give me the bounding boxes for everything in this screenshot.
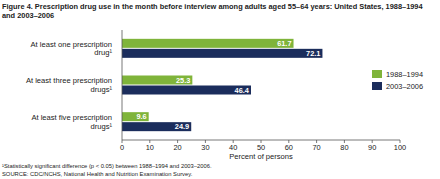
data-labels: 61.7 72.1 25.3 46.4 9.6 24.9 bbox=[136, 39, 320, 131]
tick-label: 0 bbox=[120, 143, 124, 152]
tick-label: 90 bbox=[368, 143, 376, 152]
bars bbox=[122, 39, 322, 131]
legend-label: 1988–1994 bbox=[386, 70, 423, 79]
bar bbox=[122, 49, 322, 58]
axis-line bbox=[122, 30, 123, 140]
data-label: 61.7 bbox=[277, 39, 291, 48]
legend-label: 2003–2006 bbox=[386, 82, 423, 91]
x-axis: 0 10 20 30 40 50 60 70 80 90 100 bbox=[120, 30, 406, 152]
legend-swatch bbox=[372, 82, 382, 90]
axis-label: Percent of persons bbox=[229, 152, 293, 161]
tick-label: 80 bbox=[340, 143, 348, 152]
data-label: 72.1 bbox=[306, 49, 320, 58]
category-label: At least five prescriptiondrugs¹ bbox=[31, 113, 112, 131]
bar bbox=[122, 39, 294, 48]
tick-label: 30 bbox=[201, 143, 209, 152]
bar bbox=[122, 86, 251, 95]
category-label: At least one prescriptiondrug¹ bbox=[31, 40, 113, 58]
data-label: 9.6 bbox=[136, 112, 146, 121]
title: Figure 4. Prescription drug use in the m… bbox=[2, 2, 423, 20]
tick-label: 100 bbox=[394, 143, 406, 152]
bar bbox=[122, 112, 149, 121]
tick-label: 60 bbox=[285, 143, 293, 152]
chart: Figure 4. Prescription drug use in the m… bbox=[0, 0, 440, 179]
tick-label: 50 bbox=[257, 143, 265, 152]
footnote: ¹Statistically significant difference (p… bbox=[2, 163, 212, 169]
data-label: 25.3 bbox=[176, 76, 190, 85]
tick-label: 10 bbox=[146, 143, 154, 152]
tick-label: 40 bbox=[229, 143, 237, 152]
tick-label: 20 bbox=[173, 143, 181, 152]
tick-label: 70 bbox=[312, 143, 320, 152]
category-label: At least three prescriptiondrugs¹ bbox=[26, 76, 113, 94]
legend: 1988–1994 2003–2006 bbox=[372, 70, 423, 91]
data-label: 24.9 bbox=[175, 122, 189, 131]
data-label: 46.4 bbox=[235, 86, 250, 95]
legend-swatch bbox=[372, 70, 382, 78]
bar bbox=[122, 76, 192, 85]
footnote: SOURCE: CDC/NCHS, National Health and Nu… bbox=[2, 171, 193, 177]
bar bbox=[122, 122, 191, 131]
